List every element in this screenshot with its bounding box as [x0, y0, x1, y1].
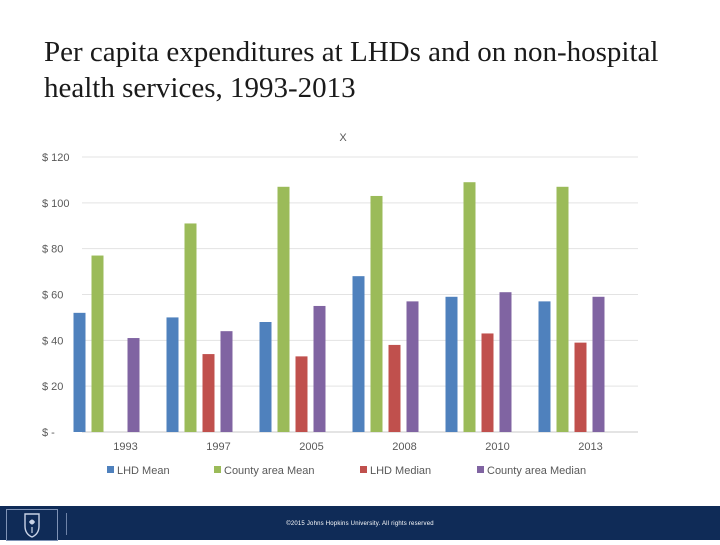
bar-chart: X $ - $ 20 $ 40 $ 60 $ 80 $ 100 $ 120 1993 1997 20…: [42, 132, 638, 477]
bar: [166, 317, 179, 432]
slide-title: Per capita expenditures at LHDs and on n…: [44, 36, 659, 104]
chart-title: X: [339, 132, 347, 144]
legend-label: County area Mean: [224, 465, 315, 477]
bar: [259, 322, 272, 432]
y-tick-label: $ 40: [42, 335, 63, 347]
x-tick-label: 1993: [113, 441, 137, 453]
bar: [184, 223, 197, 432]
legend-swatch: [214, 466, 221, 473]
bar: [499, 292, 512, 432]
bar: [220, 331, 233, 432]
bar: [592, 296, 605, 432]
bar: [388, 344, 401, 432]
x-tick-label: 1997: [206, 441, 230, 453]
bar: [127, 338, 140, 432]
bar: [574, 342, 587, 432]
legend-label: LHD Median: [370, 465, 431, 477]
x-tick-label: 2008: [392, 441, 416, 453]
bar: [445, 296, 458, 432]
bar: [277, 186, 290, 432]
y-tick-label: $ -: [42, 427, 55, 439]
bar: [202, 354, 215, 432]
legend-label: County area Median: [487, 465, 586, 477]
x-tick-label: 2010: [485, 441, 509, 453]
bar: [370, 195, 383, 432]
y-tick-label: $ 120: [42, 152, 70, 164]
y-tick-label: $ 80: [42, 244, 63, 256]
footer-bar: ©2015 Johns Hopkins University. All righ…: [0, 506, 720, 541]
shield-icon: [24, 513, 40, 538]
bar: [406, 301, 419, 432]
bar: [481, 333, 494, 432]
bar: [73, 312, 86, 432]
x-tick-label: 2005: [299, 441, 323, 453]
y-tick-label: $ 100: [42, 198, 70, 210]
bar: [295, 356, 308, 432]
legend-swatch: [360, 466, 367, 473]
bar: [313, 305, 326, 432]
copyright-text: ©2015 Johns Hopkins University. All righ…: [286, 521, 434, 527]
y-tick-label: $ 20: [42, 381, 63, 393]
x-tick-label: 2013: [578, 441, 602, 453]
footer-divider: [66, 513, 67, 535]
bar: [91, 255, 104, 432]
legend-swatch: [107, 466, 114, 473]
legend-label: LHD Mean: [117, 465, 170, 477]
bar: [538, 301, 551, 432]
bar: [556, 186, 569, 432]
bar: [463, 182, 476, 432]
bar: [352, 276, 365, 432]
legend-swatch: [477, 466, 484, 473]
y-tick-label: $ 60: [42, 290, 63, 302]
